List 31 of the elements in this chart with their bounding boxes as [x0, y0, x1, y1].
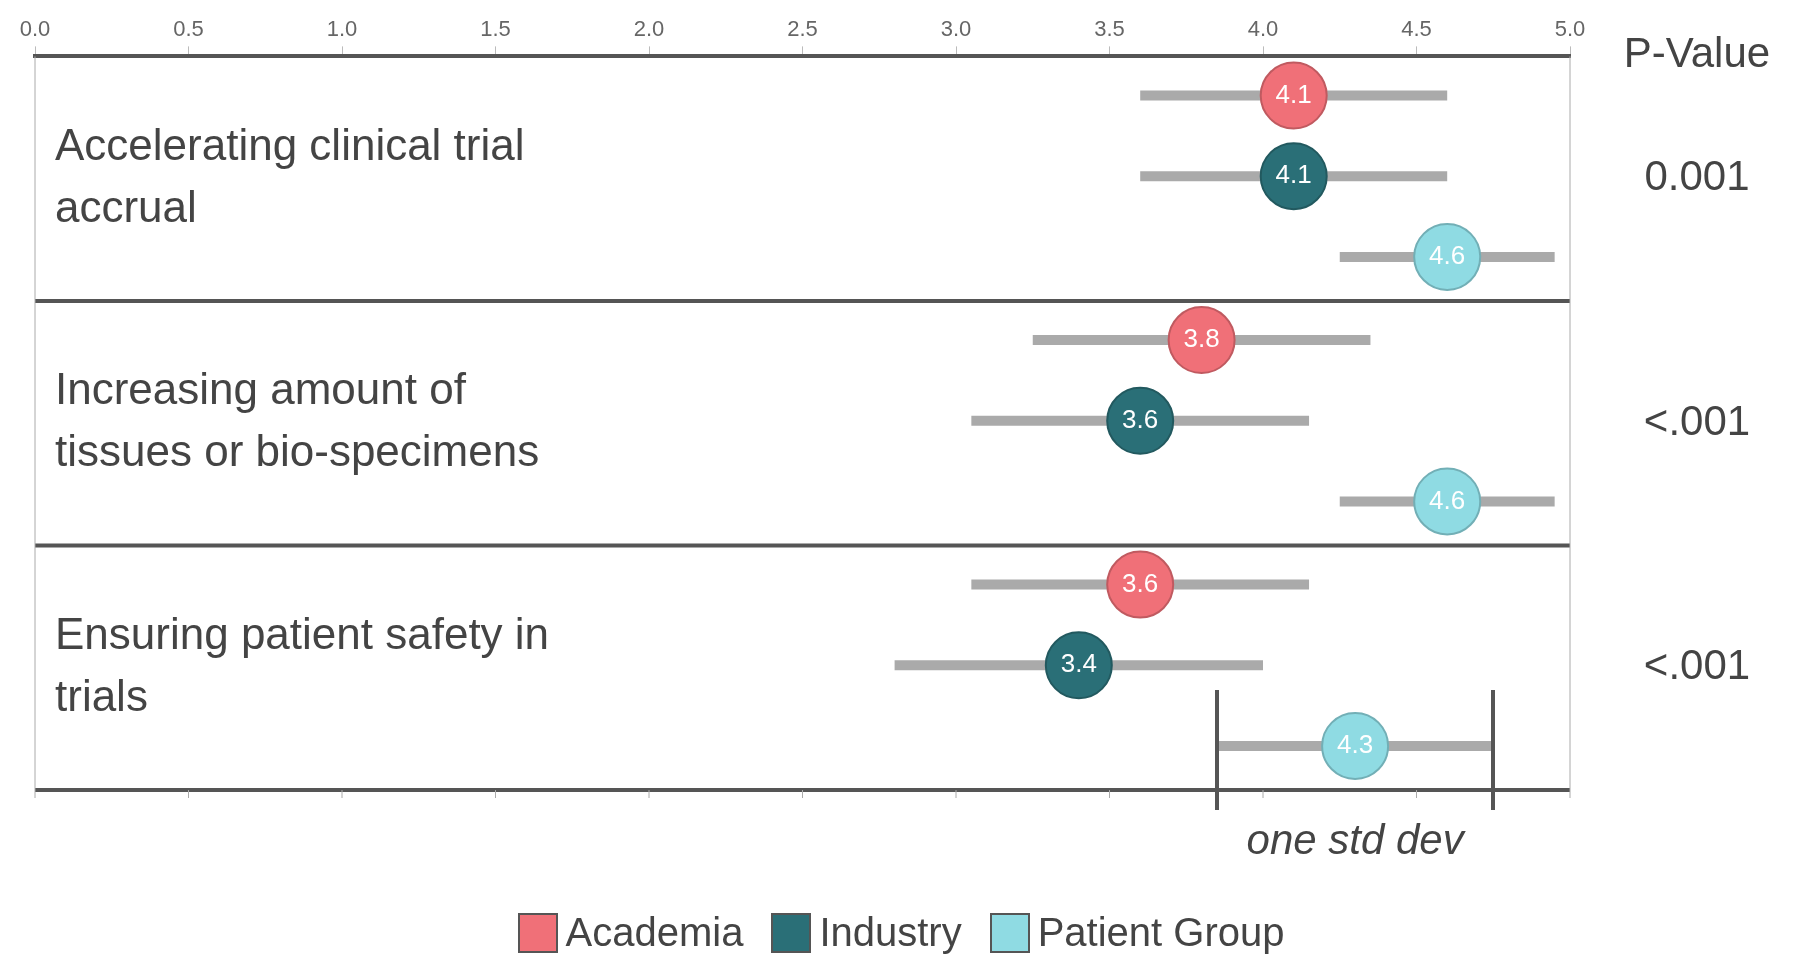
x-tick-label: 2.5 [787, 16, 818, 42]
x-tick-label: 3.5 [1094, 16, 1125, 42]
data-label: 3.4 [1060, 648, 1097, 679]
data-label: 4.3 [1337, 729, 1374, 760]
x-tick-label: 4.0 [1247, 16, 1279, 42]
x-tick-label: 0.5 [173, 16, 204, 42]
x-tick-label: 0.0 [19, 16, 51, 42]
data-label: 3.8 [1183, 323, 1220, 354]
text: <.001 [1643, 396, 1751, 444]
x-tick-label: 2.0 [633, 16, 665, 42]
legend-label: Academia [565, 910, 744, 955]
x-tick-label: 1.0 [326, 16, 358, 42]
data-label: 4.1 [1275, 159, 1312, 190]
text: 0.001 [1644, 152, 1750, 200]
x-tick-label: 1.5 [480, 16, 511, 42]
legend-label: Patient Group [1037, 910, 1285, 955]
data-label: 4.6 [1429, 484, 1466, 515]
data-label: 3.6 [1122, 403, 1159, 434]
y-tick-label: Increasing amount of tissues or bio-specimens [55, 364, 540, 476]
x-tick-label: 5.0 [1554, 16, 1586, 42]
data-label: 3.6 [1122, 567, 1159, 598]
data-label: 4.6 [1429, 240, 1466, 271]
legend-label: Industry [819, 910, 962, 955]
text: P-Value [1623, 28, 1771, 76]
text: one std dev [1246, 815, 1467, 863]
x-tick-label: 3.0 [940, 16, 972, 42]
data-label: 4.1 [1275, 78, 1312, 109]
text: <.001 [1643, 641, 1751, 689]
y-tick-label: Accelerating clinical trial accrual [55, 119, 525, 231]
x-tick-label: 4.5 [1401, 16, 1432, 42]
y-tick-label: Ensuring patient safety in trials [55, 608, 550, 720]
